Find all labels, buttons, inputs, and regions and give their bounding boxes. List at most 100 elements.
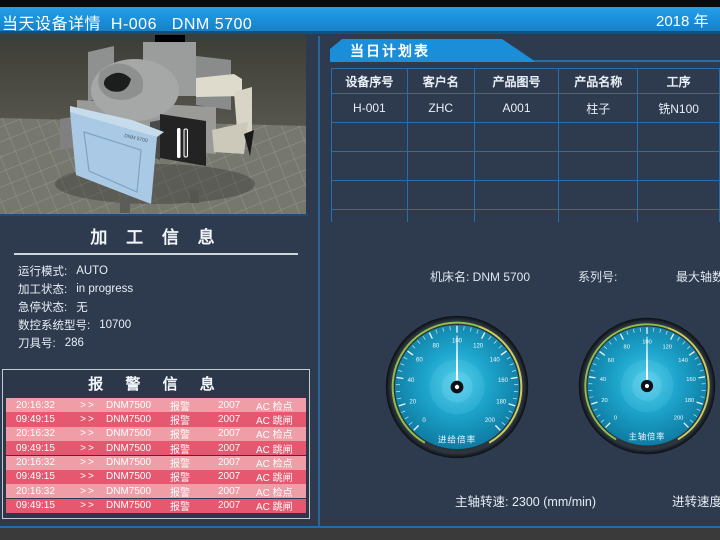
alarm-device: DNM7500 <box>106 399 152 411</box>
machine-model-label: DNM 5700 <box>124 133 149 144</box>
column-header: 产品图号 <box>474 69 560 94</box>
alarm-type: 报警 <box>170 444 190 456</box>
alarm-sep: >> <box>80 457 96 469</box>
svg-text:主轴倍率: 主轴倍率 <box>629 431 666 441</box>
alarm-message: AC 检点 <box>256 487 293 499</box>
bottom-gray-strip <box>0 528 720 540</box>
alarm-type: 报警 <box>170 487 190 499</box>
svg-text:40: 40 <box>408 378 415 384</box>
alarm-sep: >> <box>80 442 96 454</box>
table-cell: 铣N100 <box>638 94 720 123</box>
alarm-time: 20:16:32 <box>16 485 55 497</box>
info-field-value: 无 <box>76 302 88 314</box>
table-cell: A001 <box>474 94 560 123</box>
alarm-row: 09:49:15 >> DNM7500 报警 2007 AC 跳闸 <box>6 441 306 456</box>
alarm-row: 09:49:15 >> DNM7500 报警 2007 AC 跳闸 <box>6 469 306 485</box>
svg-text:200: 200 <box>485 418 496 424</box>
table-cell <box>638 152 720 181</box>
alarm-type: 报警 <box>170 415 190 427</box>
alarm-message: AC 跳闸 <box>256 502 293 514</box>
alarm-device: DNM7500 <box>106 471 152 483</box>
alarm-message: AC 检点 <box>256 401 293 413</box>
svg-text:120: 120 <box>662 344 672 350</box>
alarm-code: 2007 <box>218 457 241 469</box>
alarm-message: AC 跳闸 <box>256 473 293 485</box>
info-field: 刀具号: 286 <box>0 334 312 352</box>
table-cell <box>475 210 560 222</box>
alarm-sep: >> <box>80 428 96 440</box>
alarm-code: 2007 <box>218 485 241 497</box>
alarm-code: 2007 <box>218 471 241 483</box>
svg-text:180: 180 <box>496 399 507 405</box>
alarm-time: 20:16:32 <box>16 457 55 469</box>
spindle-speed-value: 2300 <box>511 495 540 509</box>
alarm-code: 2007 <box>218 442 241 454</box>
alarm-time: 09:49:15 <box>16 500 55 512</box>
svg-text:0: 0 <box>614 416 617 422</box>
tab-daily-plan[interactable]: 当日计划表 <box>330 39 536 62</box>
svg-text:200: 200 <box>674 416 684 422</box>
tab-daily-plan-label: 当日计划表 <box>350 42 430 59</box>
table-cell <box>332 123 408 152</box>
machine-info-underline <box>14 253 298 255</box>
svg-text:140: 140 <box>490 358 501 364</box>
column-header: 产品名称 <box>559 69 639 94</box>
plan-table: 设备序号 客户名 产品图号 产品名称 工序 H-001 ZHC A001 柱子 铣N100 <box>331 68 720 222</box>
info-field: 急停状态: 无 <box>0 298 312 316</box>
table-row <box>332 210 720 222</box>
table-cell <box>559 123 639 152</box>
info-field: 运行模式: AUTO <box>0 262 312 280</box>
info-field-value: in progress <box>76 283 134 295</box>
alarm-type: 报警 <box>170 502 190 514</box>
info-field-label: 运行模式: <box>18 266 68 278</box>
svg-text:180: 180 <box>685 398 695 404</box>
info-field-value: AUTO <box>76 265 108 277</box>
machine-name-label: 机床名: <box>430 270 473 284</box>
alarm-row: 20:16:32 >> DNM7500 报警 2007 AC 检点 <box>6 484 306 499</box>
alarm-time: 09:49:15 <box>16 442 55 454</box>
alarm-device: DNM7500 <box>106 485 152 497</box>
machine-info-fields: 运行模式: AUTO 加工状态: in progress 急停状态: 无数控系统型号: 10… <box>0 262 312 352</box>
table-row <box>332 152 720 181</box>
machine-body: DNM 5700 <box>60 35 254 213</box>
alarm-sep: >> <box>80 413 96 425</box>
machine-3d-image: DNM 5700 <box>0 34 306 214</box>
alarm-sep: >> <box>80 471 96 483</box>
plan-table-header-row: 设备序号 客户名 产品图号 产品名称 工序 <box>332 69 720 94</box>
footer-metrics: 主轴转速: 2300 (mm/min) 进转速度 <box>0 491 720 509</box>
table-cell <box>559 181 639 210</box>
gauge-feed-override: 020406080100120140160180200进给倍率 <box>384 314 530 460</box>
column-header: 客户名 <box>407 69 475 94</box>
machine-3d-viewport: DNM 5700 <box>0 34 306 214</box>
table-cell <box>408 210 475 222</box>
alarm-code: 2007 <box>218 500 241 512</box>
svg-text:160: 160 <box>686 377 696 383</box>
top-black-strip <box>0 0 720 7</box>
svg-text:80: 80 <box>433 344 440 350</box>
info-field-label: 急停状态: <box>18 302 68 314</box>
header-bar: 当天设备详情 H-006 DNM 5700 2018 年 <box>0 7 720 33</box>
table-cell <box>407 123 475 152</box>
feed-speed-label: 进转速度 <box>672 495 720 509</box>
alarm-code: 2007 <box>218 413 241 425</box>
alarm-type: 报警 <box>170 430 190 442</box>
svg-text:40: 40 <box>600 377 606 383</box>
machine-name-value: DNM 5700 <box>472 270 531 284</box>
alarm-code: 2007 <box>218 428 241 440</box>
svg-text:140: 140 <box>678 358 688 364</box>
table-cell <box>474 152 560 181</box>
alarm-code: 2007 <box>218 399 241 411</box>
table-cell: ZHC <box>407 94 475 123</box>
table-row <box>332 123 720 152</box>
serial-number-label: 系列号: <box>578 270 618 284</box>
alarm-row: 09:49:15 >> DNM7500 报警 2007 AC 跳闸 <box>6 498 306 514</box>
alarm-sep: >> <box>80 500 96 512</box>
info-field-label: 刀具号: <box>18 338 56 350</box>
table-cell <box>559 152 639 181</box>
column-header: 设备序号 <box>332 69 408 94</box>
machine-info-section: 加 工 信 息 运行模式: AUTO 加工状态: in progress 急停状态: 无数… <box>0 218 312 352</box>
table-row <box>332 181 720 210</box>
info-field-label: 加工状态: <box>18 284 68 296</box>
alarm-message: AC 检点 <box>256 430 293 442</box>
